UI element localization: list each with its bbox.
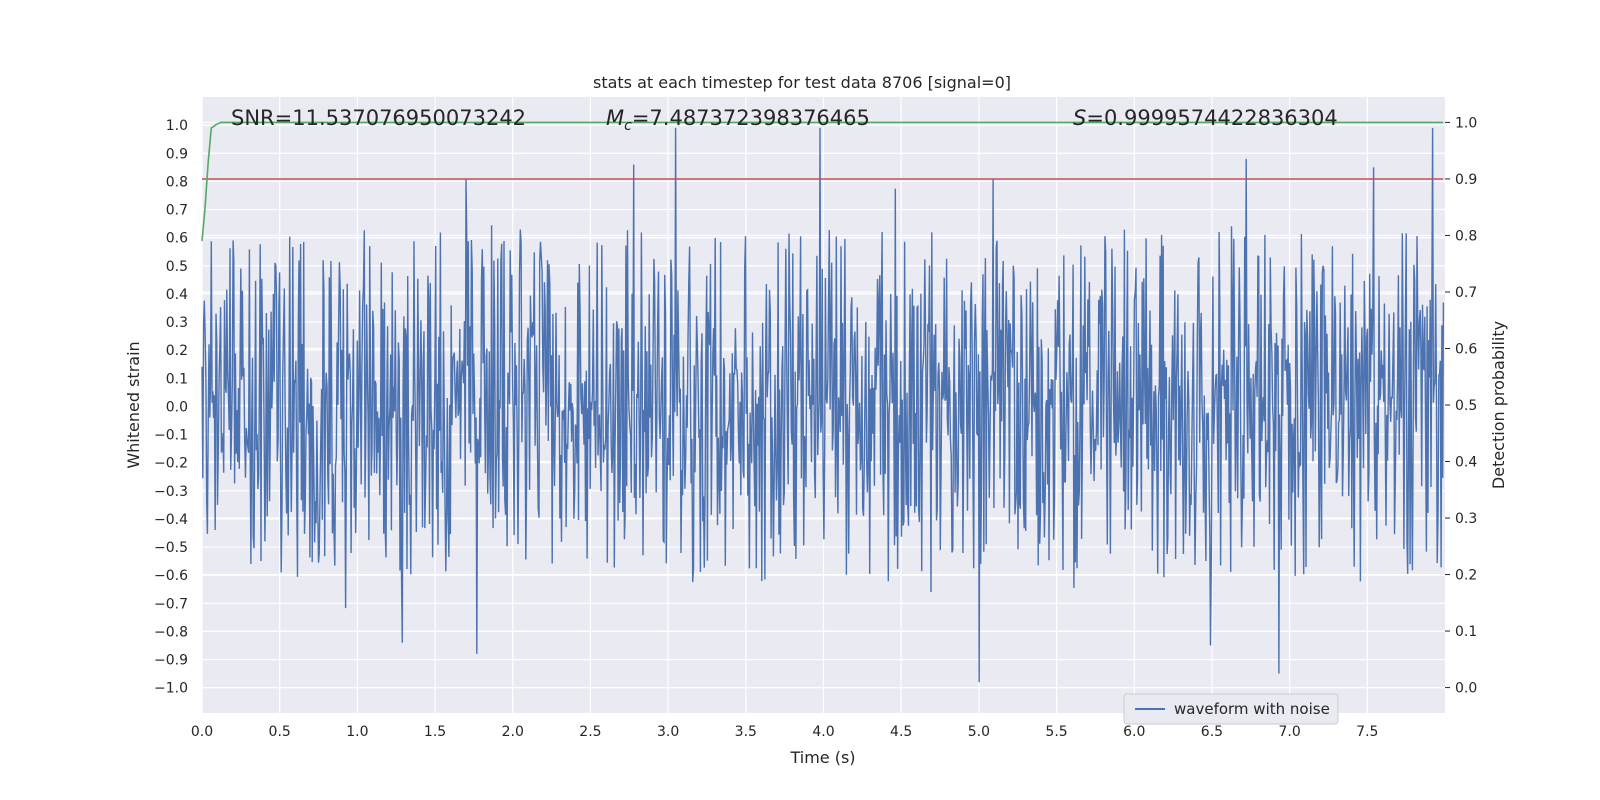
y2-tick-label: 0.3 — [1455, 511, 1477, 527]
y-tick-label: −0.1 — [154, 428, 188, 444]
x-axis-label: Time (s) — [789, 748, 855, 767]
x-tick-label: 6.5 — [1201, 724, 1223, 740]
waveform-series — [201, 127, 1445, 683]
y2-tick-label: 0.4 — [1455, 455, 1477, 471]
x-tick-label: 0.5 — [269, 724, 291, 740]
x-tick-label: 0.0 — [191, 724, 213, 740]
x-tick-label: 3.5 — [735, 724, 757, 740]
y-axis-ticks: 1.0 0.9 0.8 0.7 0.6 0.5 0.4 0.3 0.2 0.1 0.0 −0.1 −0.… — [154, 118, 188, 697]
legend-label: waveform with noise — [1174, 700, 1330, 718]
y2-tick-label: 0.7 — [1455, 285, 1477, 301]
y2-axis-ticks: 1.0 0.9 0.8 0.7 0.6 0.5 0.4 0.3 0.2 0.1 0.0 — [1445, 115, 1477, 697]
x-tick-label: 2.0 — [502, 724, 524, 740]
chart-title: stats at each timestep for test data 870… — [593, 73, 1011, 92]
y-tick-label: −0.7 — [154, 596, 188, 612]
legend: waveform with noise — [1123, 693, 1339, 725]
y2-tick-label: 0.9 — [1455, 172, 1477, 188]
y-tick-label: 0.4 — [166, 287, 188, 303]
y2-tick-label: 0.2 — [1455, 568, 1477, 584]
y-tick-label: 0.3 — [166, 315, 188, 331]
y-tick-label: −0.4 — [154, 512, 188, 528]
waveform-line — [201, 127, 1445, 683]
y-tick-label: −0.5 — [154, 540, 188, 556]
y-tick-label: −0.2 — [154, 456, 188, 472]
y-tick-label: −1.0 — [154, 681, 188, 697]
x-tick-label: 4.5 — [890, 724, 912, 740]
y-tick-label: −0.9 — [154, 653, 188, 669]
y2-tick-label: 0.1 — [1455, 624, 1477, 640]
x-axis-ticks: 0.0 0.5 1.0 1.5 2.0 2.5 3.0 3.5 4.0 4.5 5.0 5.5 6.0 6… — [191, 724, 1379, 740]
y-tick-label: 0.0 — [166, 399, 188, 415]
x-tick-label: 5.5 — [1045, 724, 1067, 740]
y-axis-label: Whitened strain — [124, 341, 143, 468]
y-tick-label: 0.1 — [166, 371, 188, 387]
y2-tick-label: 0.0 — [1455, 681, 1477, 697]
y-tick-label: 0.8 — [166, 174, 188, 190]
x-tick-label: 7.0 — [1278, 724, 1300, 740]
y-tick-label: −0.8 — [154, 624, 188, 640]
x-tick-label: 1.5 — [424, 724, 446, 740]
probability-series — [201, 121, 1444, 242]
s-annotation: S=0.9999574422836304 — [1073, 106, 1338, 130]
x-tick-label: 4.0 — [812, 724, 834, 740]
y-tick-label: 1.0 — [166, 118, 188, 134]
y-tick-label: 0.6 — [166, 231, 188, 247]
snr-annotation: SNR=11.537076950073242 — [231, 106, 526, 130]
y-tick-label: −0.3 — [154, 484, 188, 500]
x-tick-label: 6.0 — [1123, 724, 1145, 740]
detection-probability-line — [201, 121, 1444, 242]
y2-tick-label: 0.6 — [1455, 341, 1477, 357]
x-tick-label: 5.0 — [968, 724, 990, 740]
y-tick-label: 0.2 — [166, 343, 188, 359]
y-tick-label: 0.7 — [166, 203, 188, 219]
y-tick-label: 0.5 — [166, 259, 188, 275]
y-tick-label: −0.6 — [154, 568, 188, 584]
y2-axis-label: Detection probability — [1489, 321, 1508, 489]
legend-box — [1123, 693, 1339, 725]
y-tick-label: 0.9 — [166, 146, 188, 162]
chirp-mass-annotation: Mc=7.487372398376465 — [606, 106, 870, 134]
x-tick-label: 3.0 — [657, 724, 679, 740]
x-tick-label: 2.5 — [579, 724, 601, 740]
y2-tick-label: 0.5 — [1455, 398, 1477, 414]
y2-tick-label: 0.8 — [1455, 228, 1477, 244]
x-tick-label: 1.0 — [346, 724, 368, 740]
y2-tick-label: 1.0 — [1455, 115, 1477, 131]
x-tick-label: 7.5 — [1356, 724, 1378, 740]
